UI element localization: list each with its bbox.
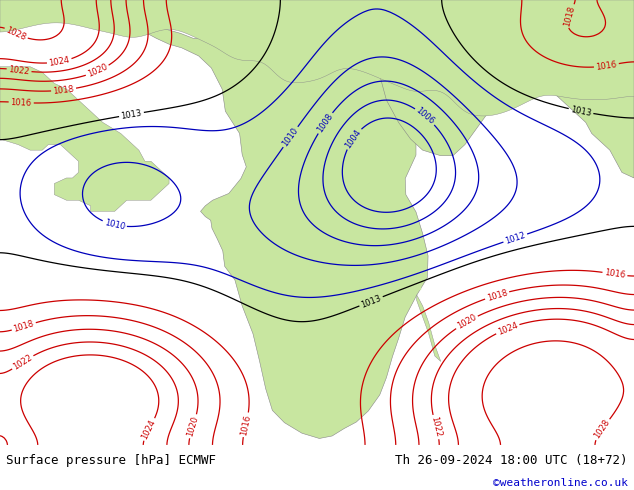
Text: 1020: 1020 [86,63,109,79]
Polygon shape [344,33,514,156]
Polygon shape [320,45,362,61]
Polygon shape [417,295,441,362]
Text: 1016: 1016 [10,98,32,107]
Text: 1022: 1022 [11,353,34,371]
Text: Surface pressure [hPa] ECMWF: Surface pressure [hPa] ECMWF [6,454,216,467]
Text: 1028: 1028 [4,25,27,42]
Text: 1013: 1013 [570,105,592,118]
Text: 1006: 1006 [414,106,436,126]
Polygon shape [417,287,420,289]
Polygon shape [0,67,169,211]
Text: 1008: 1008 [315,112,335,134]
Text: 1024: 1024 [48,55,70,68]
Text: ©weatheronline.co.uk: ©weatheronline.co.uk [493,478,628,488]
Text: 1013: 1013 [120,108,143,121]
Polygon shape [119,7,428,439]
Text: 1028: 1028 [592,418,612,441]
Text: 1018: 1018 [486,288,508,302]
Text: 1018: 1018 [13,319,36,334]
Text: 1016: 1016 [595,60,618,72]
Text: 1018: 1018 [53,84,75,96]
Text: 1022: 1022 [429,416,443,438]
Text: 1012: 1012 [504,230,527,245]
Text: 1022: 1022 [8,65,30,76]
Polygon shape [543,0,634,178]
Text: 1013: 1013 [359,293,382,309]
Text: 1004: 1004 [344,127,363,150]
Text: Th 26-09-2024 18:00 UTC (18+72): Th 26-09-2024 18:00 UTC (18+72) [395,454,628,467]
Text: 1024: 1024 [496,320,519,337]
Text: 1018: 1018 [562,4,576,27]
Text: 1010: 1010 [281,126,301,148]
Text: 1010: 1010 [103,218,126,231]
Text: 1020: 1020 [455,313,478,331]
Text: 1024: 1024 [140,418,157,441]
Text: 1016: 1016 [604,268,626,280]
Text: 1016: 1016 [239,414,252,436]
Polygon shape [0,0,634,116]
Text: 1020: 1020 [186,415,200,438]
